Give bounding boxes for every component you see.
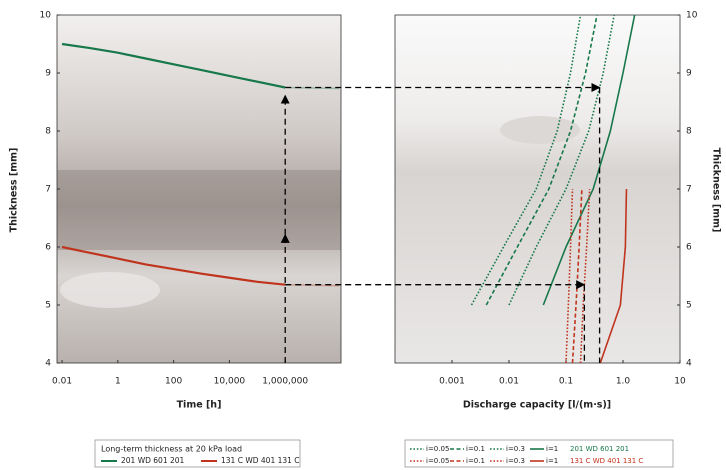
legend-label: i=0.05 bbox=[426, 445, 449, 453]
x-tick-label: 100 bbox=[165, 377, 182, 387]
legend-title: Long-term thickness at 20 kPa load bbox=[101, 445, 242, 454]
legend-label: i=0.3 bbox=[506, 457, 525, 465]
legend-box bbox=[404, 439, 674, 468]
photo-trees bbox=[57, 170, 341, 250]
legend-label: 201 WD 601 201 bbox=[570, 445, 629, 453]
legend-label: i=1 bbox=[546, 445, 558, 453]
x-tick-label: 0.01 bbox=[52, 377, 72, 387]
x-axis-title: Discharge capacity [l/(m·s)] bbox=[463, 400, 611, 411]
y-tick-label: 5 bbox=[45, 301, 51, 311]
photo-background bbox=[395, 15, 680, 363]
y-tick-label: 4 bbox=[686, 359, 692, 369]
curve-extension bbox=[285, 86, 340, 90]
legend-box bbox=[94, 439, 301, 468]
y-tick-label: 9 bbox=[686, 69, 692, 79]
x-tick-label: 0.1 bbox=[559, 377, 573, 387]
y-tick-label: 9 bbox=[45, 69, 51, 79]
legend-label: 131 C WD 401 131 C bbox=[221, 456, 300, 465]
x-tick-label: 0.001 bbox=[439, 377, 465, 387]
y-tick-label: 4 bbox=[45, 359, 51, 369]
y-tick-label: 8 bbox=[45, 127, 51, 137]
y-tick-label: 6 bbox=[45, 243, 51, 253]
photo-roll bbox=[60, 272, 160, 308]
x-axis-title: Time [h] bbox=[177, 400, 222, 411]
y-tick-label: 7 bbox=[45, 185, 51, 195]
y-tick-label: 6 bbox=[686, 243, 692, 253]
y-tick-label: 7 bbox=[686, 185, 692, 195]
series-line bbox=[571, 188, 583, 364]
x-tick-label: 0.01 bbox=[499, 377, 519, 387]
series-line bbox=[485, 14, 598, 306]
x-tick-label: 10 bbox=[674, 377, 686, 387]
series-line bbox=[470, 14, 582, 306]
x-tick-label: 1.0 bbox=[616, 377, 631, 387]
series-line bbox=[61, 42, 286, 89]
legend-label: i=0.3 bbox=[506, 445, 525, 453]
y-axis-title: Thickness [mm] bbox=[9, 148, 20, 233]
legend-label: i=1 bbox=[546, 457, 558, 465]
curve-extension bbox=[285, 283, 340, 287]
series-line bbox=[508, 14, 615, 306]
photo-roll bbox=[500, 116, 580, 144]
y-tick-label: 10 bbox=[40, 11, 52, 21]
legend-label: 201 WD 601 201 bbox=[121, 456, 185, 465]
x-tick-label: 10,000 bbox=[214, 377, 246, 387]
y-tick-label: 8 bbox=[686, 127, 692, 137]
x-tick-label: 1,000,000 bbox=[262, 377, 308, 387]
y-tick-label: 10 bbox=[686, 11, 698, 21]
legend-label: i=0.1 bbox=[466, 457, 485, 465]
series-line bbox=[542, 14, 636, 306]
legend-label: 131 C WD 401 131 C bbox=[570, 457, 643, 465]
y-tick-label: 5 bbox=[686, 301, 692, 311]
series-line bbox=[599, 188, 628, 364]
series-line bbox=[61, 245, 286, 286]
y-axis-title: Thickness [mm] bbox=[711, 148, 722, 233]
x-tick-label: 1 bbox=[115, 377, 121, 387]
legend-label: i=0.1 bbox=[466, 445, 485, 453]
legend-label: i=0.05 bbox=[426, 457, 449, 465]
